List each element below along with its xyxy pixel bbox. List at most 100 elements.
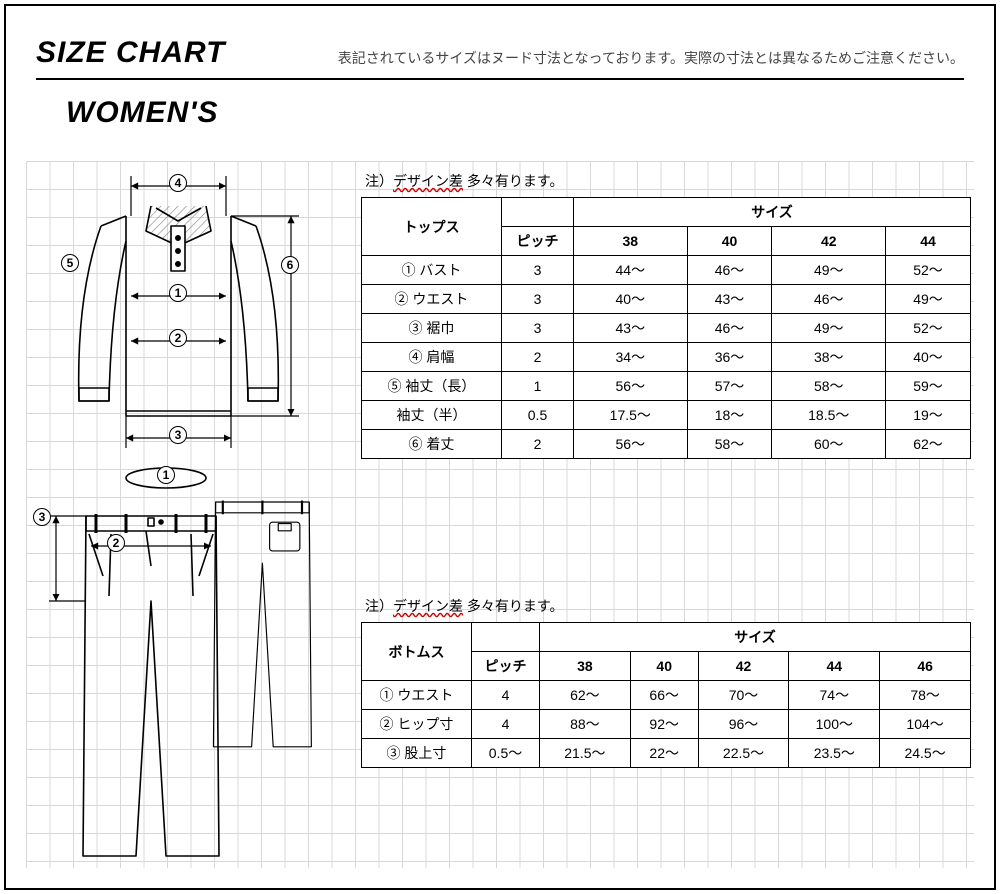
table-row: ⑥ 着丈256～58～60～62～ — [362, 430, 971, 459]
bottoms-size-header: サイズ — [540, 623, 971, 652]
tops-value: 46～ — [772, 285, 886, 314]
shirt-diagram: 4 1 2 3 5 6 — [31, 166, 321, 456]
bottoms-note: 注）デザイン差 多々有ります。 — [361, 596, 971, 616]
tops-value: 58～ — [772, 372, 886, 401]
tops-value: 52～ — [886, 256, 971, 285]
pants-badge-2: 2 — [107, 534, 125, 552]
shirt-badge-2: 2 — [169, 329, 187, 347]
tops-note: 注）デザイン差 多々有ります。 — [361, 171, 971, 191]
bottoms-value: 22～ — [630, 739, 698, 768]
tops-value: 36～ — [687, 343, 772, 372]
tops-value: 58～ — [687, 430, 772, 459]
bottoms-row-label: ② ヒップ寸 — [362, 710, 472, 739]
tops-size-38: 38 — [574, 227, 688, 256]
shirt-badge-6: 6 — [281, 256, 299, 274]
table-row: ④ 肩幅234～36～38～40～ — [362, 343, 971, 372]
tops-label: トップス — [362, 198, 502, 256]
shirt-badge-4: 4 — [169, 174, 187, 192]
tops-value: 46～ — [687, 314, 772, 343]
bottoms-pitch: 4 — [472, 710, 540, 739]
tops-value: 49～ — [772, 256, 886, 285]
shirt-badge-1: 1 — [169, 284, 187, 302]
table-row: ⑤ 袖丈（長）156～57～58～59～ — [362, 372, 971, 401]
tops-value: 57～ — [687, 372, 772, 401]
pants-badge-1: 1 — [157, 466, 175, 484]
tops-table-block: 注）デザイン差 多々有ります。 トップス サイズ ピッチ 38 40 42 44… — [361, 171, 971, 459]
tops-value: 60～ — [772, 430, 886, 459]
outer-frame: SIZE CHART 表記されているサイズはヌード寸法となっております。実際の寸… — [4, 4, 996, 890]
tops-row-label: ⑥ 着丈 — [362, 430, 502, 459]
bottoms-value: 88～ — [540, 710, 631, 739]
tops-pitch: 3 — [502, 314, 574, 343]
bottoms-value: 78～ — [880, 681, 971, 710]
bottoms-size-46: 46 — [880, 652, 971, 681]
table-row: ② ウエスト340～43～46～49～ — [362, 285, 971, 314]
bottoms-value: 100～ — [789, 710, 880, 739]
shirt-badge-5: 5 — [61, 254, 79, 272]
bottoms-label: ボトムス — [362, 623, 472, 681]
bottoms-value: 96～ — [698, 710, 789, 739]
tops-value: 46～ — [687, 256, 772, 285]
tops-value: 34～ — [574, 343, 688, 372]
tops-row-label: ⑤ 袖丈（長） — [362, 372, 502, 401]
table-row: ③ 股上寸0.5～21.5～22～22.5～23.5～24.5～ — [362, 739, 971, 768]
tops-row-label: 袖丈（半） — [362, 401, 502, 430]
table-row: ② ヒップ寸488～92～96～100～104～ — [362, 710, 971, 739]
tops-value: 44～ — [574, 256, 688, 285]
bottoms-size-38: 38 — [540, 652, 631, 681]
tops-pitch: 3 — [502, 256, 574, 285]
bottoms-value: 92～ — [630, 710, 698, 739]
tops-value: 43～ — [574, 314, 688, 343]
page-subtitle: 表記されているサイズはヌード寸法となっております。実際の寸法とは異なるためご注意… — [265, 48, 964, 70]
bottoms-value: 66～ — [630, 681, 698, 710]
tops-value: 40～ — [886, 343, 971, 372]
tops-value: 62～ — [886, 430, 971, 459]
tops-row-label: ③ 裾巾 — [362, 314, 502, 343]
bottoms-size-40: 40 — [630, 652, 698, 681]
bottoms-size-44: 44 — [789, 652, 880, 681]
shirt-badge-3: 3 — [169, 426, 187, 444]
tops-pitch: 1 — [502, 372, 574, 401]
pants-diagram: 1 2 3 — [31, 466, 321, 866]
tops-row-label: ① バスト — [362, 256, 502, 285]
bottoms-pitch: 4 — [472, 681, 540, 710]
tops-value: 38～ — [772, 343, 886, 372]
tops-value: 18～ — [687, 401, 772, 430]
tops-pitch: 3 — [502, 285, 574, 314]
bottoms-value: 74～ — [789, 681, 880, 710]
bottoms-size-42: 42 — [698, 652, 789, 681]
table-row: ③ 裾巾343～46～49～52～ — [362, 314, 971, 343]
header: SIZE CHART 表記されているサイズはヌード寸法となっております。実際の寸… — [36, 36, 964, 80]
bottoms-value: 23.5～ — [789, 739, 880, 768]
bottoms-table: ボトムス サイズ ピッチ 38 40 42 44 46 ① ウエスト462～66… — [361, 622, 971, 768]
bottoms-value: 24.5～ — [880, 739, 971, 768]
tops-size-44: 44 — [886, 227, 971, 256]
section-title: WOMEN'S — [66, 96, 218, 130]
bottoms-value: 22.5～ — [698, 739, 789, 768]
page-title: SIZE CHART — [36, 36, 225, 70]
bottoms-value: 104～ — [880, 710, 971, 739]
tops-value: 18.5～ — [772, 401, 886, 430]
tops-row-label: ④ 肩幅 — [362, 343, 502, 372]
tops-value: 59～ — [886, 372, 971, 401]
bottoms-value: 62～ — [540, 681, 631, 710]
bottoms-row-label: ③ 股上寸 — [362, 739, 472, 768]
tops-size-40: 40 — [687, 227, 772, 256]
tops-value: 56～ — [574, 372, 688, 401]
tops-value: 56～ — [574, 430, 688, 459]
bottoms-table-block: 注）デザイン差 多々有ります。 ボトムス サイズ ピッチ 38 40 42 44… — [361, 596, 971, 768]
tops-value: 52～ — [886, 314, 971, 343]
tops-pitch: 2 — [502, 430, 574, 459]
tops-size-header: サイズ — [574, 198, 971, 227]
tops-table: トップス サイズ ピッチ 38 40 42 44 ① バスト344～46～49～… — [361, 197, 971, 459]
table-row: 袖丈（半）0.517.5～18～18.5～19～ — [362, 401, 971, 430]
pants-badge-3: 3 — [33, 508, 51, 526]
bottoms-row-label: ① ウエスト — [362, 681, 472, 710]
tops-size-42: 42 — [772, 227, 886, 256]
table-row: ① バスト344～46～49～52～ — [362, 256, 971, 285]
tops-pitch: 2 — [502, 343, 574, 372]
tops-value: 49～ — [886, 285, 971, 314]
tops-row-label: ② ウエスト — [362, 285, 502, 314]
tops-value: 43～ — [687, 285, 772, 314]
tops-value: 40～ — [574, 285, 688, 314]
